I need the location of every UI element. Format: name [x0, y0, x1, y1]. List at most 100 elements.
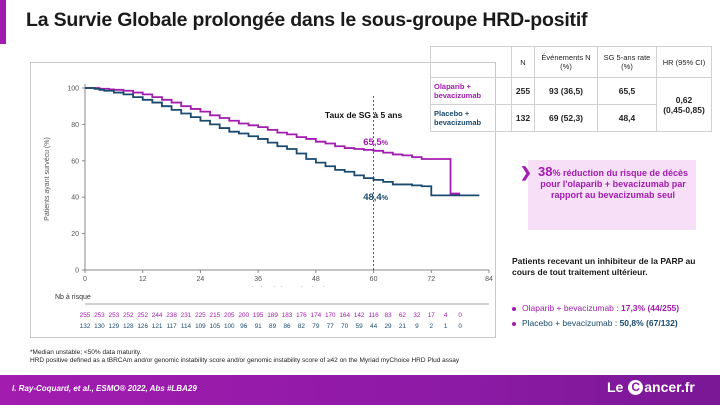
risk-value-placebo: 0 — [458, 323, 462, 330]
results-row-placebo: Placebo + bevacizumab 132 69 (52,3) 48,4 — [430, 104, 712, 132]
risk-value-placebo: 2 — [430, 323, 434, 330]
x-tick-label: 12 — [139, 276, 147, 283]
risk-value-placebo: 96 — [240, 323, 248, 330]
risk-value-placebo: 130 — [94, 323, 105, 330]
risk-value-placebo: 105 — [210, 323, 221, 330]
results-events-placebo: 69 (52,3) — [534, 104, 598, 132]
risk-value-placebo: 109 — [195, 323, 206, 330]
risk-value-olaparib: 174 — [311, 312, 322, 319]
x-tick-label: 60 — [370, 276, 378, 283]
km-chart-panel: 020406080100012243648607284Mois depuis l… — [30, 62, 496, 294]
risk-value-placebo: 89 — [269, 323, 277, 330]
risk-value-placebo: 126 — [137, 323, 148, 330]
placebo-survival-line — [85, 87, 480, 197]
results-ci: (0,45-0,85) — [663, 104, 705, 115]
risk-value-olaparib: 195 — [253, 312, 264, 319]
x-tick-label: 84 — [485, 276, 493, 283]
results-header-n: N — [511, 46, 535, 78]
brand-c: C — [628, 379, 644, 395]
citation: I. Ray-Coquard, et al., ESMO® 2022, Abs … — [12, 384, 197, 393]
results-header-row: N Événements N (%) SG 5-ans rate (%) HR … — [430, 46, 712, 78]
risk-value-olaparib: 225 — [195, 312, 206, 319]
risk-reduction-pct: 38 — [537, 164, 553, 179]
bullet-olaparib-label: Olaparib + bevacizumab : — [522, 303, 621, 313]
risk-value-placebo: 132 — [80, 323, 91, 330]
risk-value-olaparib: 4 — [444, 312, 448, 319]
x-tick-label: 36 — [254, 276, 262, 283]
risk-value-olaparib: 231 — [181, 312, 192, 319]
risk-value-olaparib: 0 — [458, 312, 462, 319]
bullet-olaparib-value: 17,3% (44/255) — [620, 303, 680, 313]
x-tick-label: 24 — [197, 276, 205, 283]
risk-value-olaparib: 62 — [399, 312, 407, 319]
risk-value-olaparib: 142 — [354, 312, 365, 319]
bullet-dot-icon — [512, 306, 516, 311]
risk-reduction-box — [528, 160, 696, 230]
risk-value-olaparib: 253 — [94, 312, 105, 319]
risk-value-placebo: 29 — [384, 323, 392, 330]
results-header-hr: HR (95% CI) — [656, 46, 712, 78]
risk-value-olaparib: 255 — [80, 312, 91, 319]
brand-left: Le — [607, 379, 624, 395]
risk-reduction-desc: % réduction du risque de décès pour l'ol… — [540, 168, 688, 200]
risk-value-olaparib: 238 — [166, 312, 177, 319]
x-tick-label: 0 — [83, 276, 87, 283]
risk-value-olaparib: 17 — [428, 312, 436, 319]
y-tick-label: 0 — [75, 268, 79, 275]
risk-value-placebo: 79 — [312, 323, 320, 330]
footnote-median: *Median unstable; <50% data maturity. — [30, 349, 142, 356]
risk-value-olaparib: 170 — [325, 312, 336, 319]
number-at-risk-table: Nb à risque 255 253 253 252 252 244 238 231 225 21… — [30, 287, 496, 338]
risk-value-placebo: 129 — [109, 323, 120, 330]
risk-value-placebo: 21 — [399, 323, 407, 330]
results-hr-cell: 0,62 (0,45-0,85) — [656, 77, 712, 132]
risk-value-placebo: 1 — [444, 323, 448, 330]
bullet-placebo-label: Placebo + bevacizumab : — [522, 318, 620, 328]
risk-value-olaparib: 200 — [238, 312, 249, 319]
risk-value-olaparib: 164 — [339, 312, 350, 319]
y-tick-label: 40 — [71, 195, 79, 202]
risk-value-placebo: 86 — [283, 323, 291, 330]
risk-value-olaparib: 176 — [296, 312, 307, 319]
risk-value-olaparib: 32 — [413, 312, 421, 319]
bullet-placebo-value: 50,8% (67/132) — [619, 318, 678, 328]
risk-value-olaparib: 215 — [210, 312, 221, 319]
risk-value-placebo: 91 — [255, 323, 263, 330]
results-events-olaparib: 93 (36,5) — [534, 77, 598, 105]
risk-table-title: Nb à risque — [55, 294, 91, 301]
results-header-os5: SG 5-ans rate (%) — [597, 46, 657, 78]
risk-value-placebo: 9 — [415, 323, 419, 330]
chevron-right-icon: ❯ — [520, 164, 532, 180]
title-accent-bar — [0, 0, 6, 44]
x-tick-label: 48 — [312, 276, 320, 283]
results-n-placebo: 132 — [511, 104, 535, 132]
risk-value-placebo: 82 — [298, 323, 306, 330]
risk-value-olaparib: 205 — [224, 312, 235, 319]
results-table: N Événements N (%) SG 5-ans rate (%) HR … — [430, 46, 712, 132]
risk-value-olaparib: 116 — [368, 312, 379, 319]
risk-value-olaparib: 189 — [267, 312, 278, 319]
risk-value-placebo: 59 — [356, 323, 364, 330]
km-survival-chart: 020406080100012243648607284Mois depuis l… — [44, 84, 493, 294]
results-header-events: Événements N (%) — [534, 46, 598, 78]
x-tick-label: 72 — [427, 276, 435, 283]
risk-value-placebo: 77 — [327, 323, 335, 330]
risk-value-olaparib: 252 — [123, 312, 134, 319]
risk-value-olaparib: 253 — [109, 312, 120, 319]
results-os5-olaparib: 65,5 — [597, 77, 657, 105]
bullet-olaparib: Olaparib + bevacizumab : 17,3% (44/255) — [512, 303, 679, 313]
placebo-5yr-label: 48,4% — [363, 192, 389, 203]
y-tick-label: 100 — [67, 86, 79, 93]
bullet-dot-icon — [512, 321, 516, 326]
results-arm-placebo: Placebo + bevacizumab — [430, 104, 512, 132]
results-hr: 0,62 — [675, 94, 693, 105]
risk-value-placebo: 100 — [224, 323, 235, 330]
footnote-hrd: HRD positive defined as a tBRCAm and/or … — [30, 357, 460, 364]
risk-value-olaparib: 83 — [384, 312, 392, 319]
olaparib-survival-line — [85, 87, 461, 195]
slide-title: La Survie Globale prolongée dans le sous… — [26, 9, 588, 31]
risk-value-placebo: 121 — [152, 323, 163, 330]
brand-right: ancer.fr — [644, 379, 695, 395]
annotation-5yr: Taux de SG à 5 ans — [325, 110, 403, 120]
y-axis-label: Patients ayant survécu (%) — [44, 137, 51, 221]
